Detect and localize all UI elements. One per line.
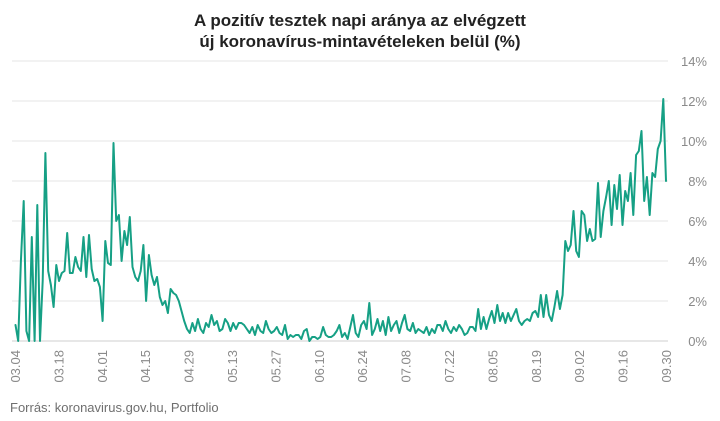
x-tick-label: 07.08 [399,350,414,383]
x-tick-label: 03.18 [51,350,66,383]
y-tick-label: 6% [688,214,707,229]
x-tick-label: 09.16 [616,350,631,383]
chart-title: A pozitív tesztek napi aránya az elvégze… [0,10,720,52]
x-tick-label: 05.27 [268,350,283,383]
x-tick-label: 04.29 [182,350,197,383]
y-tick-label: 8% [688,174,707,189]
x-tick-label: 05.13 [225,350,240,383]
source-note: Forrás: koronavirus.gov.hu, Portfolio [10,400,219,415]
series-layer [14,98,667,342]
y-tick-label: 10% [681,134,707,149]
x-tick-labels: 03.04 03.18 04.01 04.15 04.29 05.13 05.27 06.10… [8,350,674,383]
x-tick-label: 06.24 [355,350,370,383]
y-tick-labels: 0% 2% 4% 6% 8% 10% 12% 14% [681,54,707,349]
x-tick-label: 04.01 [95,350,110,383]
x-tick-label: 09.02 [572,350,587,383]
x-tick-label: 08.19 [529,350,544,383]
x-tick-label: 09.30 [659,350,674,383]
gridlines [12,60,668,342]
chart-title-line-2: új koronavírus-mintavételeken belül (%) [199,32,521,51]
chart-title-line-1: A pozitív tesztek napi aránya az elvégze… [194,11,526,30]
x-tick-label: 07.22 [442,350,457,383]
y-tick-label: 2% [688,294,707,309]
y-tick-label: 14% [681,54,707,69]
y-tick-label: 0% [688,334,707,349]
x-tick-label: 03.04 [8,350,23,383]
x-tick-label: 04.15 [138,350,153,383]
y-tick-label: 4% [688,254,707,269]
x-tick-label: 06.10 [312,350,327,383]
x-tick-label: 08.05 [485,350,500,383]
series-line [14,98,667,342]
y-tick-label: 12% [681,94,707,109]
